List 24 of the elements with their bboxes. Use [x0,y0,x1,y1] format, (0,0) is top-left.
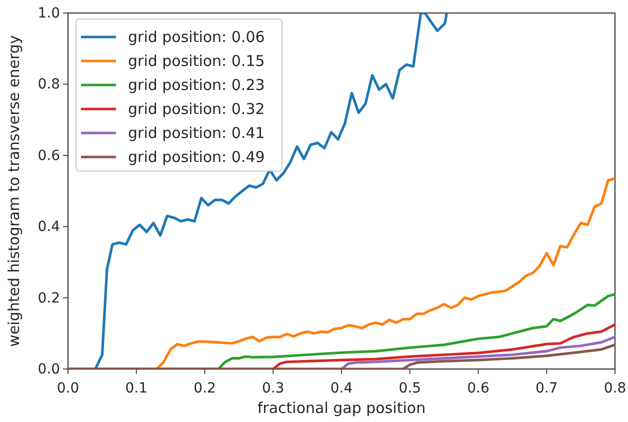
x-tick-label: 0.0 [56,380,80,396]
y-tick-label: 1.0 [38,5,60,22]
x-tick-label: 0.2 [194,380,216,396]
y-tick-label: 0.4 [38,219,60,236]
legend-label: grid position: 0.06 [128,28,265,46]
legend-label: grid position: 0.15 [128,52,265,70]
x-tick-label: 0.7 [535,380,558,396]
line-series [68,343,615,369]
x-tick-label: 0.8 [604,380,626,396]
y-axis-title: weighted histogram to transverse energy [5,35,23,347]
y-tick-label: 0.8 [38,76,60,93]
x-tick-label: 0.3 [262,380,284,396]
x-tick-label: 0.6 [467,380,490,396]
legend-label: grid position: 0.23 [128,76,265,94]
x-tick-label: 0.5 [398,380,422,396]
y-tick-label: 0.2 [38,290,60,306]
x-axis-title: fractional gap position [257,399,426,417]
x-tick-label: 0.1 [125,380,148,396]
y-tick-label: 0.6 [38,148,60,164]
legend-label: grid position: 0.32 [128,100,265,118]
legend-label: grid position: 0.41 [128,124,265,142]
legend-label: grid position: 0.49 [128,148,265,166]
x-tick-label: 0.4 [330,380,353,396]
y-tick-label: 0.0 [38,361,60,378]
